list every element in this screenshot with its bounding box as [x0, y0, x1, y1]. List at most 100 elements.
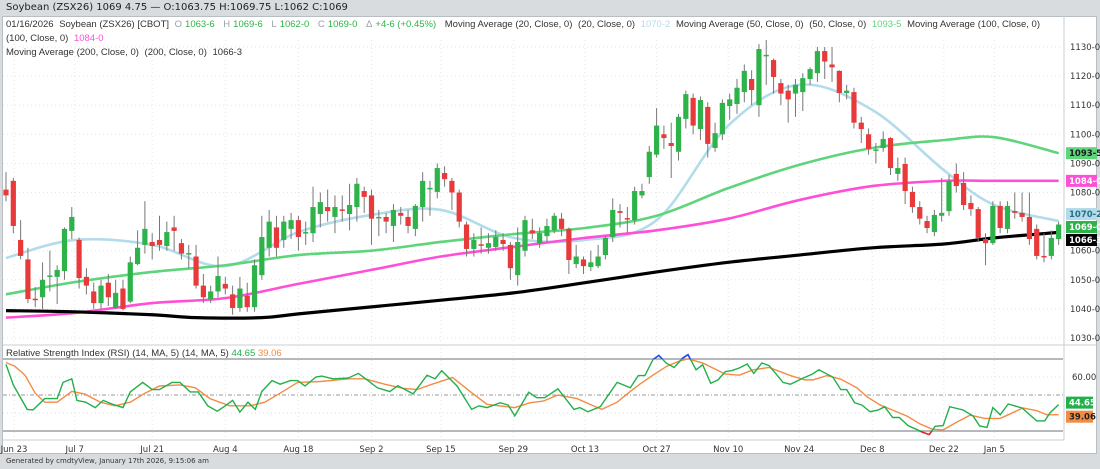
candle-body [76, 239, 82, 279]
candle-body [792, 84, 799, 94]
legend-ma50-name[interactable]: Moving Average (50, Close, 0) [675, 19, 804, 30]
candle-body [580, 259, 587, 267]
candle-body [427, 187, 433, 190]
candle-body [354, 183, 360, 208]
date-tick-label: Sep 2 [359, 445, 383, 455]
candle-body [178, 243, 185, 254]
candle-body [208, 291, 214, 300]
candle-body [230, 294, 236, 309]
legend-ma20-name[interactable]: Moving Average (20, Close, 0) [444, 19, 573, 30]
candle-body [573, 256, 579, 265]
legend-close-label: C [317, 19, 325, 30]
candle-body [25, 259, 31, 300]
legend-close: 1069-0 [327, 19, 358, 30]
candle-body [880, 138, 886, 148]
rsi-badge-rsi-ma [1066, 410, 1093, 423]
candle-body [471, 239, 477, 249]
legend-change: +4-6 (+0.45%) [375, 19, 437, 30]
candle-body [346, 205, 353, 215]
rsi-legend: Relative Strength Index (RSI) (14, MA, 5… [6, 348, 282, 359]
candle-body [646, 151, 652, 178]
candle-body [719, 102, 725, 135]
price-badge-ma100 [1066, 174, 1097, 187]
candle-body [734, 87, 740, 105]
candle-body [931, 214, 937, 233]
candle-body [1034, 228, 1040, 256]
candle-body [697, 99, 704, 130]
candle-body [500, 239, 506, 245]
rsi-tick-label: 60.00 [1072, 373, 1096, 383]
price-tick-label: 1050-0 [1070, 276, 1100, 286]
legend-open-label: O [174, 19, 183, 30]
legend-date: 01/16/2026 [6, 19, 54, 30]
candle-body [544, 225, 550, 237]
price-badge-up [1066, 221, 1097, 233]
candle-body [442, 173, 448, 180]
candle-body [632, 191, 638, 221]
legend-low: 1062-0 [279, 19, 310, 30]
rsi-legend-name[interactable]: Relative Strength Index (RSI) (14, MA, 5… [6, 348, 180, 359]
candle-body [602, 237, 609, 256]
candle-body [485, 243, 492, 248]
candle-body [332, 207, 338, 217]
candle-body [529, 230, 535, 234]
candle-body [193, 256, 199, 286]
candle-body [149, 241, 155, 247]
price-badge-label: 1093-5 [1069, 149, 1100, 159]
candle-body [361, 191, 367, 197]
candle-body [32, 298, 38, 301]
candle-body [756, 49, 762, 106]
candle-body [522, 220, 528, 251]
candle-body [844, 90, 850, 93]
legend-ma20-params: (20, Close, 0) [578, 19, 636, 30]
legend-high: 1069-6 [233, 19, 263, 30]
candle-body [639, 191, 645, 196]
legend-ma100-name[interactable]: Moving Average (100, Close, 0) [907, 19, 1041, 30]
candle-body [3, 189, 9, 196]
candle-body [595, 256, 601, 267]
candle-body [54, 269, 60, 277]
legend-ma200-name[interactable]: Moving Average (200, Close, 0) [6, 47, 139, 58]
candle-body [610, 209, 616, 238]
candle-body [295, 220, 301, 238]
candle-body [186, 253, 192, 255]
candle-body [961, 182, 967, 206]
date-tick-label: Oct 27 [642, 445, 670, 455]
price-tick-label: 1130-0 [1070, 43, 1100, 53]
candle-body [1012, 211, 1018, 213]
date-tick-label: Nov 10 [713, 445, 743, 455]
candle-body [865, 134, 872, 149]
candle-body [749, 79, 755, 91]
candle-body [712, 133, 718, 148]
candle-body [990, 205, 996, 244]
candle-body [822, 51, 828, 62]
rsi-ma-line [5, 358, 1059, 431]
candle-body [507, 244, 513, 269]
candle-body [281, 221, 287, 240]
rsi-badge-label: 44.65 [1069, 399, 1096, 409]
candle-body [705, 106, 711, 144]
price-tick-label: 1100-0 [1070, 130, 1100, 140]
candle-body [895, 168, 901, 174]
price-tick-label: 1060-0 [1070, 247, 1100, 257]
candle-body [171, 227, 177, 231]
candle-body [975, 209, 981, 238]
candle-body [310, 207, 316, 234]
candle-body [1041, 255, 1047, 258]
candle-body [127, 262, 133, 302]
candle-body [493, 237, 499, 247]
candle-body [18, 239, 24, 256]
price-tick-label: 1080-0 [1070, 189, 1100, 199]
candle-body [953, 173, 959, 187]
candle-body [683, 94, 689, 119]
candle-body [617, 211, 623, 213]
candle-body [785, 90, 791, 100]
legend-low-label: L [271, 19, 277, 30]
date-tick-label: Nov 24 [784, 445, 814, 455]
candle-body [91, 291, 97, 304]
candle-body [887, 138, 894, 169]
date-tick-label: Jul 7 [65, 445, 84, 455]
date-tick-label: Dec 22 [929, 445, 959, 455]
price-badge-ma20 [1066, 208, 1097, 220]
